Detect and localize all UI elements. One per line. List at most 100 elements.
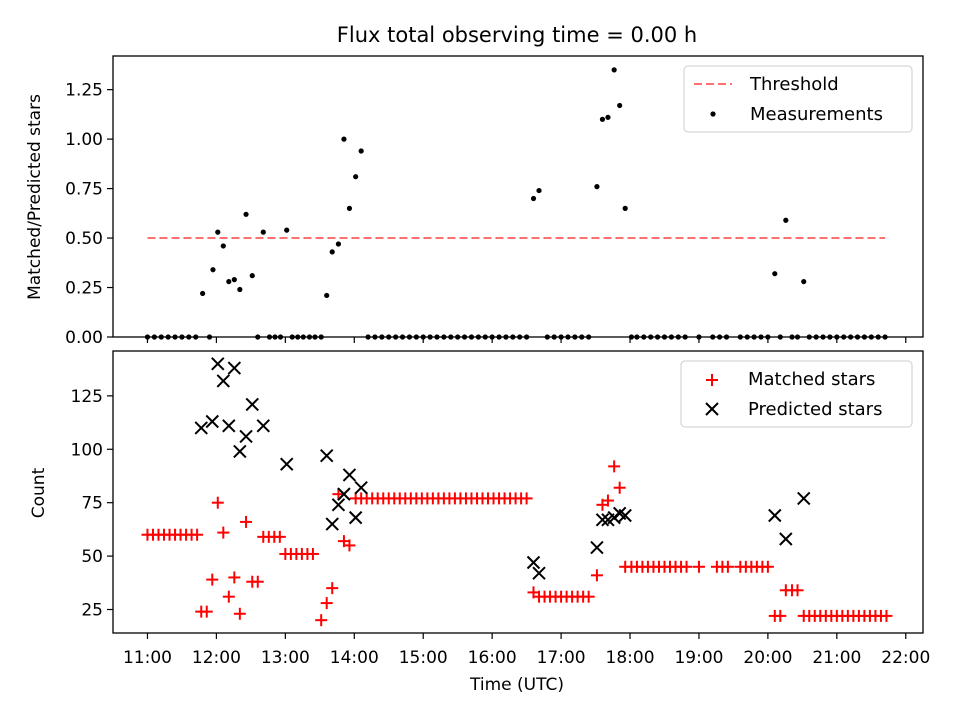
measurement-point — [783, 217, 789, 223]
measurement-point — [318, 334, 324, 340]
top-y-tick-label: 1.00 — [65, 130, 103, 150]
bottom-x-tick-label: 11:00 — [123, 648, 172, 668]
bottom-x-tick-label: 22:00 — [881, 648, 930, 668]
matched-star-point — [520, 492, 533, 505]
matched-star-point — [774, 609, 787, 622]
measurement-point — [324, 292, 330, 299]
measurement-point — [551, 334, 557, 340]
bottom-x-tick-label: 18:00 — [606, 648, 655, 668]
top-y-tick-label: 0.00 — [65, 328, 103, 348]
bottom-x-tick-label: 16:00 — [468, 648, 517, 668]
predicted-star-point — [779, 532, 793, 546]
measurement-point — [875, 334, 881, 340]
top-panel: Flux total observing time = 0.00 h 0.000… — [25, 23, 924, 348]
measurement-point — [758, 334, 764, 340]
measurement-point — [503, 334, 509, 340]
measurement-point — [794, 334, 801, 340]
predicted-star-point — [216, 374, 231, 388]
measurement-point — [172, 334, 178, 340]
measurement-point — [237, 286, 243, 293]
top-data-marks — [144, 67, 888, 340]
bottom-x-tick-label: 13:00 — [261, 648, 310, 668]
bottom-x-tick-label: 20:00 — [743, 648, 792, 668]
measurement-point — [200, 290, 206, 297]
measurement-point — [524, 334, 530, 340]
matched-star-point — [315, 614, 328, 627]
predicted-star-point — [319, 448, 334, 463]
measurement-point — [668, 334, 674, 340]
predicted-star-point — [211, 357, 225, 371]
measurement-point — [641, 334, 647, 340]
measurement-point — [300, 334, 306, 340]
measurement-point — [744, 334, 750, 340]
matched-star-point — [680, 560, 693, 573]
bottom-legend: Matched stars Predicted stars — [680, 360, 913, 428]
predicted-star-point — [342, 468, 357, 482]
measurement-point — [813, 334, 819, 340]
measurement-point — [448, 334, 454, 340]
measurement-point — [482, 334, 488, 340]
bottom-y-tick-label: 125 — [71, 387, 103, 407]
predicted-star-point — [797, 491, 811, 506]
predicted-star-point — [245, 397, 259, 412]
matched-star-point — [613, 481, 626, 494]
matched-star-point — [326, 582, 339, 595]
matched-star-point — [228, 571, 241, 584]
predicted-star-point — [526, 555, 541, 570]
predicted-star-point — [205, 414, 219, 429]
matched-star-point — [320, 597, 333, 610]
measurement-point — [427, 334, 433, 340]
matched-star-point — [233, 607, 246, 620]
measurement-point — [586, 334, 592, 340]
predicted-star-point — [354, 481, 368, 495]
measurement-point — [434, 334, 440, 340]
predicted-star-point — [618, 508, 632, 523]
matched-star-point — [222, 590, 235, 603]
measurement-point — [565, 334, 571, 340]
measurement-point — [249, 273, 255, 279]
predicted-star-point — [768, 508, 782, 523]
measurement-point — [289, 334, 295, 340]
measurement-point — [455, 334, 461, 340]
measurement-point — [335, 241, 342, 247]
measurement-point — [861, 334, 868, 340]
measurement-point — [696, 334, 702, 340]
measurement-point — [165, 334, 171, 340]
measurement-point — [489, 334, 495, 340]
bottom-x-ticks: 11:00 12:00 13:00 14:00 15:00 16:00 17:00 18:00… — [123, 633, 930, 668]
bottom-y-tick-label: 100 — [71, 440, 103, 460]
measurement-point — [329, 249, 335, 255]
measurement-point — [144, 334, 151, 340]
predicted-star-point — [233, 444, 247, 459]
measurement-point — [210, 267, 216, 273]
measurement-point — [751, 334, 757, 340]
measurement-point — [634, 334, 640, 340]
predicted-star-point — [348, 510, 363, 525]
measurement-point — [284, 227, 290, 233]
matched-star-point — [211, 496, 224, 509]
measurement-point — [536, 187, 542, 194]
predicted-star-point — [590, 540, 604, 555]
measurement-point — [801, 278, 807, 285]
measurement-point — [530, 195, 537, 202]
measurement-point — [266, 334, 273, 340]
measurement-point — [820, 334, 826, 340]
measurement-point — [661, 334, 668, 340]
bottom-panel-frame — [112, 350, 924, 634]
measurement-point — [789, 334, 795, 340]
predicted-star-point — [532, 566, 546, 580]
matched-star-point — [251, 575, 264, 588]
legend-threshold-label: Threshold — [749, 74, 839, 95]
matched-star-point — [273, 530, 286, 543]
measurement-point — [243, 211, 249, 217]
measurement-point — [572, 334, 578, 340]
bottom-x-tick-label: 12:00 — [192, 648, 241, 668]
measurement-point — [510, 334, 516, 340]
measurement-point — [295, 334, 301, 340]
predicted-star-point — [194, 421, 208, 435]
bottom-x-tick-label: 21:00 — [812, 648, 861, 668]
measurement-point — [496, 334, 502, 340]
measurement-point — [341, 136, 347, 142]
matched-star-point — [761, 560, 774, 573]
matched-star-point — [332, 488, 345, 501]
